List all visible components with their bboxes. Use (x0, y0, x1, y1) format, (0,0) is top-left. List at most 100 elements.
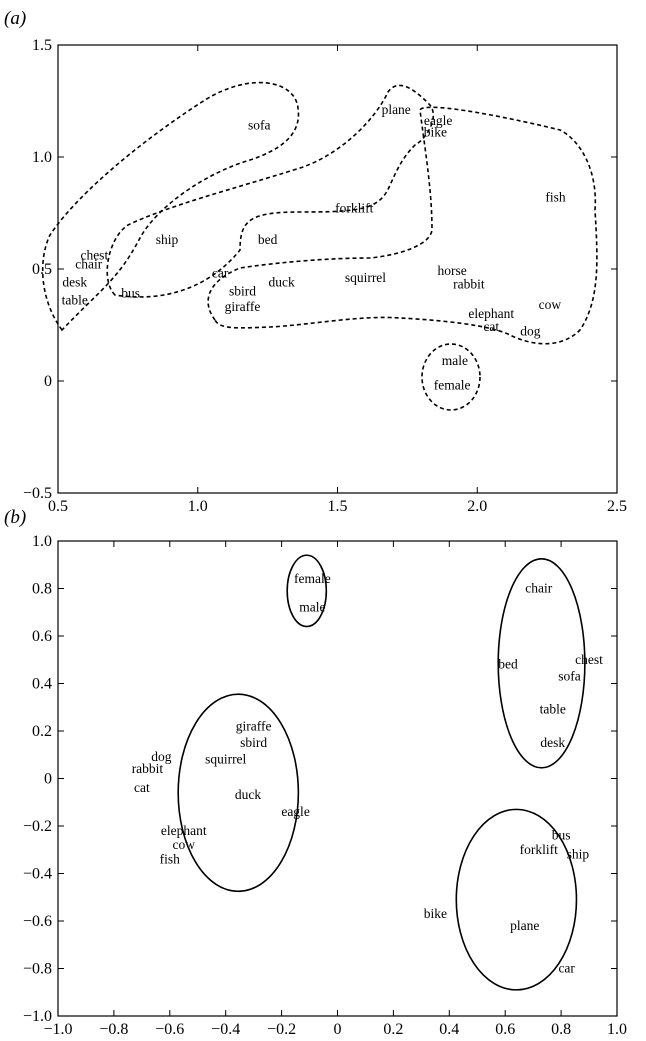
point-label-bus: bus (121, 286, 140, 301)
y-tick-label: 0.6 (32, 628, 52, 645)
point-label-plane: plane (510, 918, 539, 933)
point-label-fish: fish (160, 851, 181, 866)
y-tick-label: −0.6 (23, 913, 52, 930)
point-label-bus: bus (552, 828, 571, 843)
point-label-duck: duck (268, 274, 294, 289)
panel-a-cluster-outlines (41, 81, 598, 411)
point-label-chest: chest (575, 652, 603, 667)
point-label-cat: cat (483, 319, 499, 334)
y-tick-label: 1.0 (32, 149, 52, 166)
x-tick-label: 1.0 (188, 498, 208, 515)
y-tick-label: 0.2 (32, 723, 52, 740)
cluster-outline-gender (421, 343, 481, 411)
panel-a-label: (a) (4, 8, 26, 29)
x-tick-label: −0.2 (267, 1021, 296, 1038)
point-label-squirrel: squirrel (345, 270, 386, 285)
point-label-chair: chair (525, 581, 552, 596)
point-label-sbird: sbird (240, 735, 267, 750)
panel-a-ticks: 0.5 1.0 1.5 2.0 2.5−0.500.51.01.5 (23, 37, 627, 515)
x-tick-label: 2.0 (467, 498, 487, 515)
point-label-table: table (540, 702, 566, 717)
x-tick-label: 0.2 (383, 1021, 403, 1038)
point-label-cat: cat (134, 780, 150, 795)
y-tick-label: 1.5 (32, 37, 52, 54)
x-tick-label: 0.4 (439, 1021, 459, 1038)
cluster-outline-vehicles (106, 84, 435, 298)
point-label-male: male (442, 353, 468, 368)
panel-b: (b) −1.0 −0.8 −0.6 −0.4 −0.2 0 0.2 0.4 0.6 0.8 1.0… (4, 507, 627, 1038)
panel-b-label: (b) (4, 507, 26, 528)
cluster-outline-0 (286, 554, 328, 628)
point-label-male: male (299, 600, 325, 615)
y-tick-label: −0.4 (23, 866, 52, 883)
y-tick-label: 1.0 (32, 533, 52, 550)
point-label-squirrel: squirrel (205, 752, 246, 767)
point-label-chair: chair (75, 257, 102, 272)
x-tick-label: 1.0 (607, 1021, 627, 1038)
point-label-bed: bed (498, 657, 518, 672)
point-label-dog: dog (520, 324, 541, 339)
point-label-plane: plane (382, 102, 411, 117)
point-label-eagle: eagle (281, 804, 309, 819)
x-tick-label: −1.0 (43, 1021, 72, 1038)
point-label-cow: cow (173, 837, 196, 852)
point-label-sbird: sbird (229, 283, 256, 298)
point-label-chest: chest (80, 248, 108, 263)
y-tick-label: −0.2 (23, 818, 52, 835)
y-tick-label: 0 (44, 373, 52, 390)
point-label-female: female (294, 571, 331, 586)
panel-a: (a) 0.5 1.0 1.5 2.0 2.5−0.500.51.01.5 sofapl… (4, 8, 627, 515)
point-label-desk: desk (540, 735, 565, 750)
cluster-outline-2 (177, 693, 300, 893)
point-label-rabbit: rabbit (453, 277, 485, 292)
point-label-forklift: forklift (335, 201, 373, 216)
point-label-bike: bike (424, 906, 447, 921)
point-label-cow: cow (539, 297, 562, 312)
point-label-giraffe: giraffe (236, 718, 272, 733)
x-tick-label: 2.5 (607, 498, 627, 515)
point-label-ship: ship (156, 232, 179, 247)
y-tick-label: 0.8 (32, 581, 52, 598)
x-tick-label: 0 (334, 1021, 342, 1038)
point-label-bike: bike (424, 124, 447, 139)
x-tick-label: −0.6 (155, 1021, 184, 1038)
point-label-horse: horse (437, 263, 466, 278)
cluster-outline-furniture (41, 81, 300, 332)
point-label-sofa: sofa (248, 118, 271, 133)
panel-b-ticks: −1.0 −0.8 −0.6 −0.4 −0.2 0 0.2 0.4 0.6 0.8 1.0 −1.0… (23, 533, 627, 1038)
cluster-outline-animals (207, 106, 598, 345)
x-tick-label: 0.8 (551, 1021, 571, 1038)
y-tick-label: −1.0 (23, 1008, 52, 1025)
point-label-female: female (434, 377, 471, 392)
x-tick-label: −0.8 (99, 1021, 128, 1038)
point-label-elephant: elephant (161, 823, 207, 838)
point-label-duck: duck (235, 787, 261, 802)
point-label-ship: ship (567, 847, 590, 862)
y-tick-label: 0 (44, 771, 52, 788)
x-tick-label: 0.5 (48, 498, 68, 515)
point-label-fish: fish (545, 189, 566, 204)
cluster-outline-1 (497, 558, 586, 769)
cluster-outline-3 (455, 808, 578, 991)
point-label-dog: dog (151, 749, 172, 764)
y-tick-label: −0.5 (23, 485, 52, 502)
panel-b-plot-frame (57, 540, 618, 1017)
y-tick-label: −0.8 (23, 961, 52, 978)
point-label-car: car (212, 265, 229, 280)
y-tick-label: 0.4 (32, 676, 52, 693)
x-tick-label: 1.5 (328, 498, 348, 515)
x-tick-label: 0.6 (495, 1021, 515, 1038)
point-label-table: table (62, 292, 88, 307)
point-label-giraffe: giraffe (225, 299, 261, 314)
panel-b-cluster-outlines (177, 554, 586, 991)
point-label-bed: bed (258, 232, 278, 247)
point-label-sofa: sofa (558, 668, 581, 683)
point-label-car: car (558, 961, 575, 976)
point-label-rabbit: rabbit (132, 761, 164, 776)
point-label-eagle: eagle (424, 113, 452, 128)
x-tick-label: −0.4 (211, 1021, 240, 1038)
point-label-elephant: elephant (468, 306, 514, 321)
